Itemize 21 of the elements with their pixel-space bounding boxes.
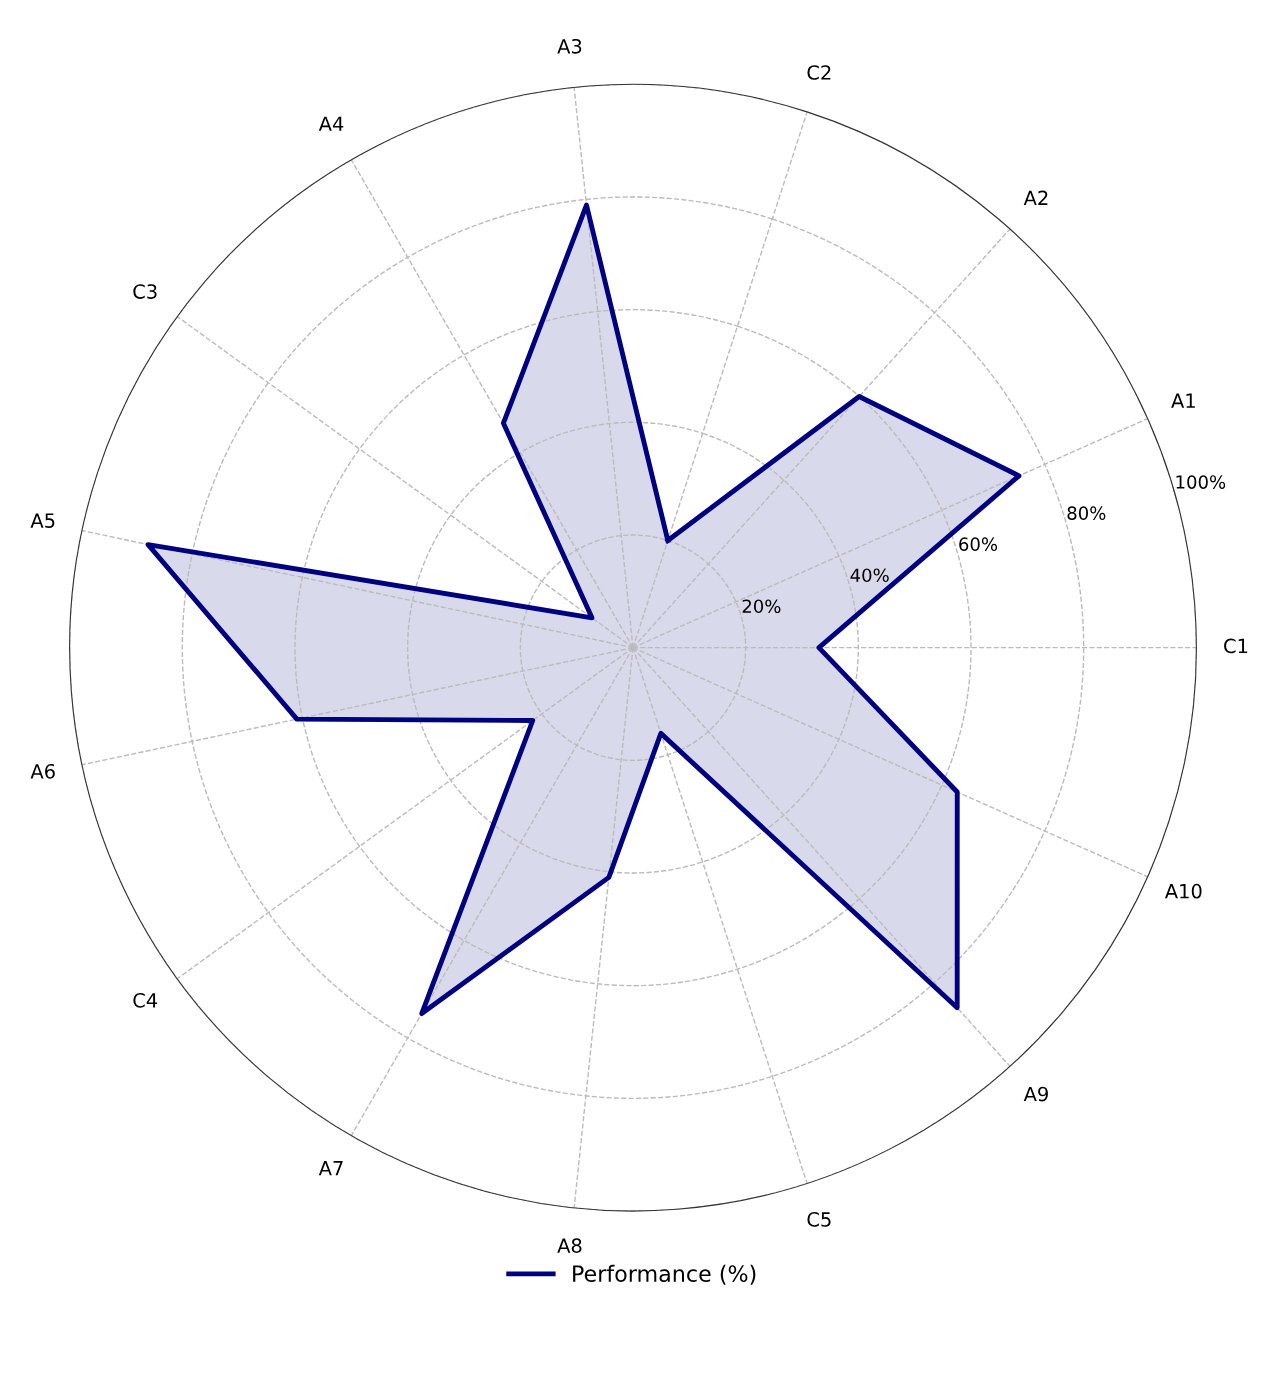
spoke-label: A10 xyxy=(1164,883,1202,899)
y-tick-label: 60% xyxy=(959,537,998,551)
spoke-label: C4 xyxy=(133,993,158,1008)
spoke-label: A2 xyxy=(1023,190,1048,205)
y-tick-label: 100% xyxy=(1176,475,1226,489)
spoke-label: A3 xyxy=(557,38,582,54)
y-tick-label: 20% xyxy=(742,599,781,614)
spoke-label: A4 xyxy=(318,116,344,131)
spoke-label: A8 xyxy=(557,1238,582,1253)
spoke-label: C5 xyxy=(807,1212,831,1227)
y-tick-label: 40% xyxy=(850,568,889,583)
y-tick-label: 80% xyxy=(1067,506,1106,520)
spoke-label: A1 xyxy=(1171,393,1195,408)
spoke-label: C3 xyxy=(133,284,157,299)
spoke-label: C2 xyxy=(807,65,831,80)
spoke-label: A5 xyxy=(30,513,55,528)
spoke-label: C1 xyxy=(1224,638,1248,654)
spoke-label: A9 xyxy=(1023,1086,1048,1102)
legend-label: Performance (%) xyxy=(573,1264,756,1285)
spoke-label: A6 xyxy=(30,763,55,779)
spoke-label: A7 xyxy=(318,1161,343,1176)
